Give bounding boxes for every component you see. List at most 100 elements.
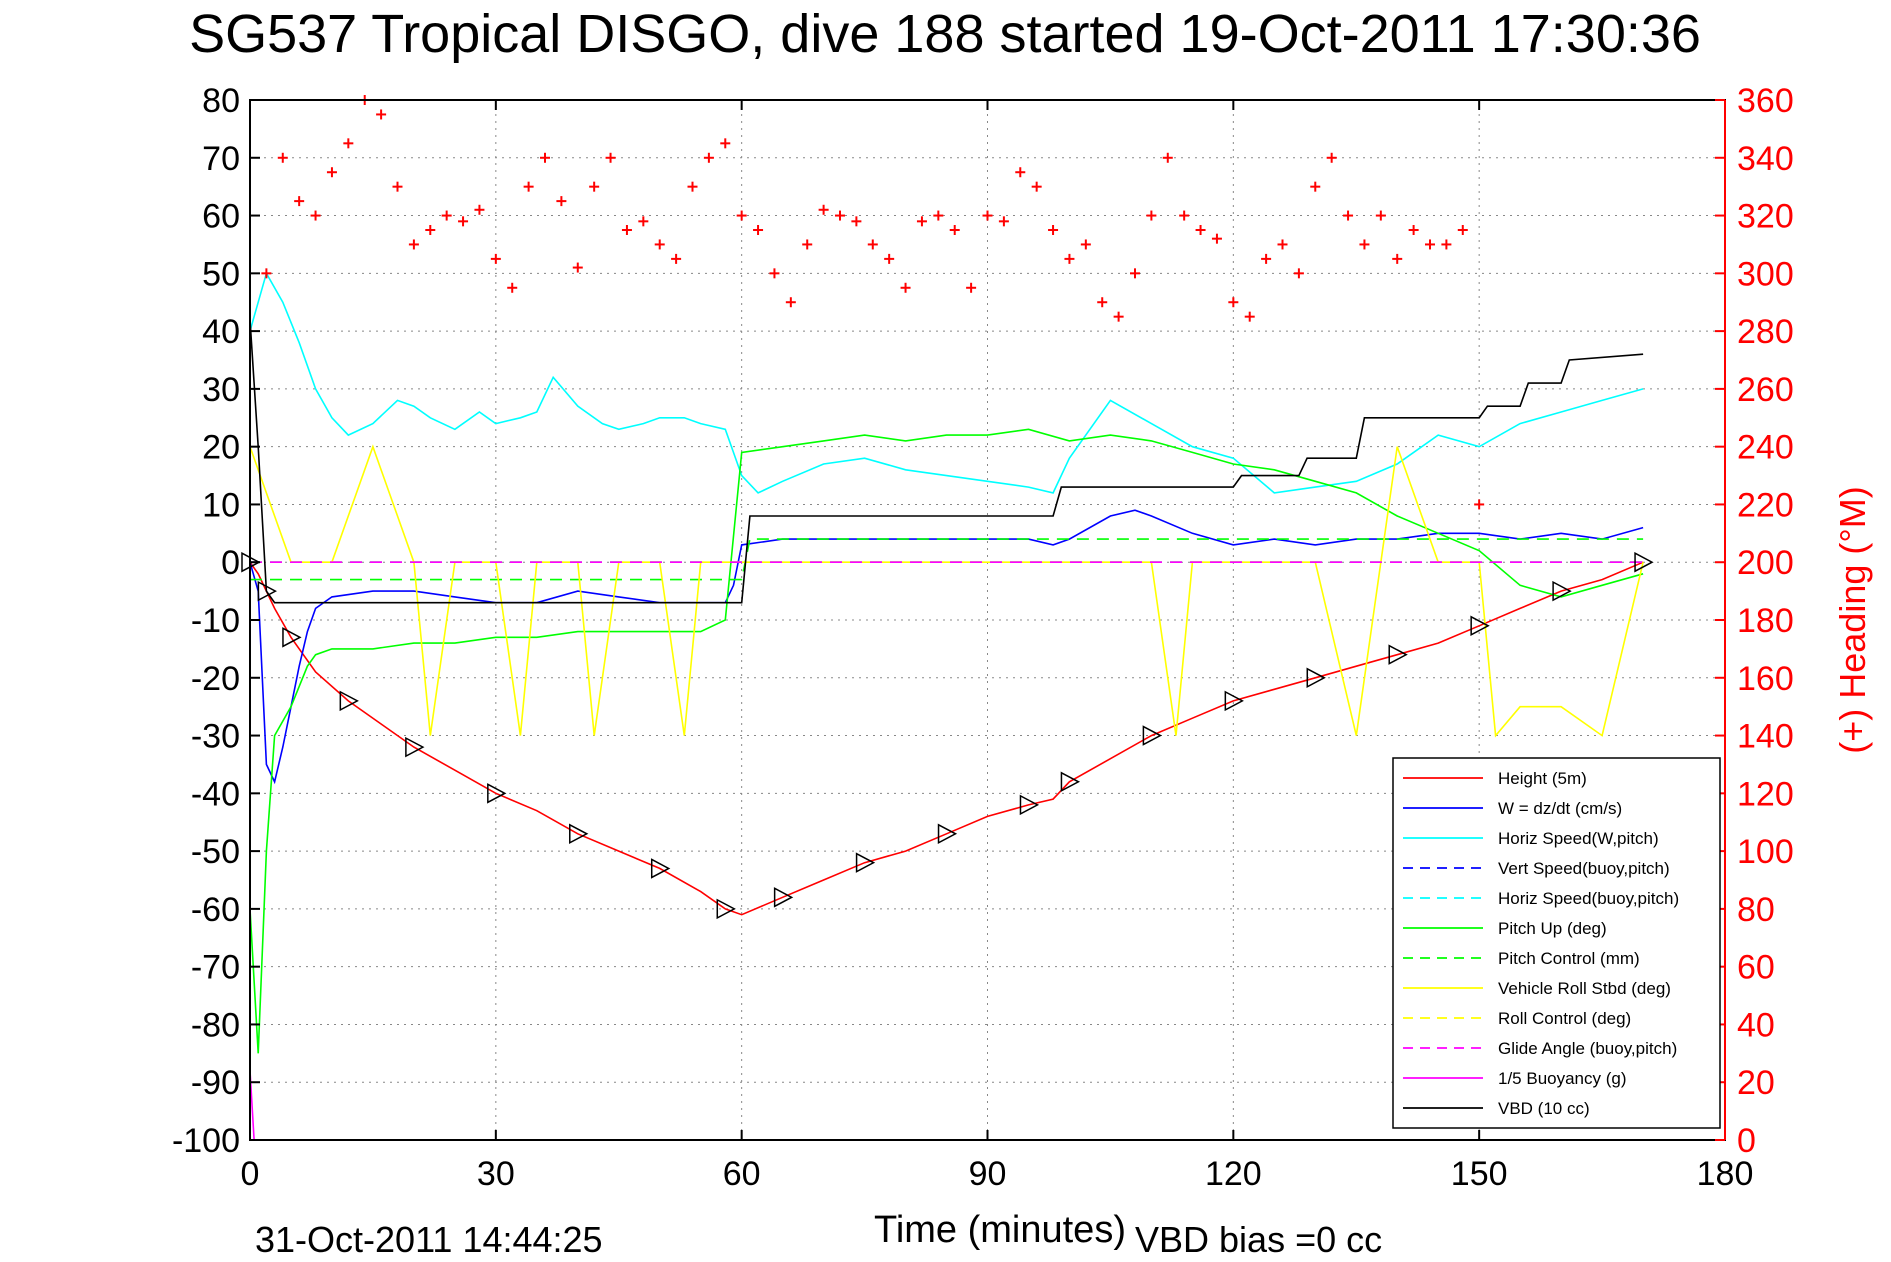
legend-label: VBD (10 cc) <box>1498 1099 1590 1118</box>
right-tick-label: 120 <box>1737 775 1794 813</box>
height-marker <box>569 823 589 845</box>
height-triangle-markers <box>241 551 1654 920</box>
heading-marker <box>1228 297 1239 308</box>
heading-marker <box>916 216 927 227</box>
height-marker <box>1388 644 1408 665</box>
right-tick-label: 260 <box>1737 371 1794 409</box>
heading-marker <box>605 152 616 163</box>
y-tick-label: -40 <box>191 775 240 813</box>
heading-marker <box>458 216 469 227</box>
y-tick-label: 50 <box>202 255 240 293</box>
heading-marker <box>949 225 960 235</box>
legend-label: Pitch Control (mm) <box>1498 949 1640 968</box>
heading-marker <box>1031 181 1042 192</box>
right-tick-label: 100 <box>1737 833 1794 871</box>
heading-marker <box>720 138 731 149</box>
heading-marker <box>572 262 583 273</box>
right-tick-label: 340 <box>1737 140 1794 178</box>
height-marker <box>937 823 958 845</box>
legend-label: Horiz Speed(buoy,pitch) <box>1498 889 1679 908</box>
legend-label: Horiz Speed(W,pitch) <box>1498 829 1659 848</box>
y-tick-label: 0 <box>221 544 240 582</box>
heading-marker <box>703 152 714 163</box>
right-tick-label: 20 <box>1737 1064 1775 1102</box>
right-tick-label: 300 <box>1737 255 1794 293</box>
height-marker <box>339 690 359 712</box>
heading-marker <box>1441 239 1452 250</box>
series-line-11 <box>249 319 1644 604</box>
height-marker <box>1142 725 1162 746</box>
heading-marker <box>687 181 698 192</box>
right-tick-label: 320 <box>1737 198 1794 236</box>
legend-label: Vehicle Roll Stbd (deg) <box>1498 979 1671 998</box>
height-marker <box>1634 551 1654 573</box>
right-tick-label: 80 <box>1737 891 1775 929</box>
y-tick-label: 70 <box>202 140 240 178</box>
heading-marker <box>1162 152 1173 163</box>
heading-marker <box>966 282 977 293</box>
height-marker <box>716 898 736 920</box>
series-line-1 <box>249 509 1644 785</box>
x-tick-label: 60 <box>723 1155 761 1193</box>
legend-label: Height (5m) <box>1498 769 1587 788</box>
heading-marker <box>392 181 403 192</box>
heading-marker <box>441 210 452 221</box>
height-marker <box>1060 771 1081 793</box>
legend: Height (5m) W = dz/dt (cm/s) Horiz Speed(W… <box>1392 757 1721 1129</box>
right-tick-label: 220 <box>1737 486 1794 524</box>
series-line-0 <box>249 561 1644 916</box>
y-tick-label: -100 <box>172 1122 240 1160</box>
series-line-5 <box>249 428 1644 1054</box>
height-marker <box>773 887 794 908</box>
height-marker <box>650 858 671 879</box>
footer-vbd-bias: VBD bias =0 cc <box>1135 1219 1382 1260</box>
series-line-2 <box>249 271 1644 494</box>
heading-marker <box>425 225 436 235</box>
footer-timestamp: 31-Oct-2011 14:44:25 <box>255 1219 603 1260</box>
right-tick-label: 0 <box>1737 1122 1756 1160</box>
heading-marker <box>408 239 419 250</box>
heading-marker <box>933 210 944 221</box>
heading-marker <box>1015 167 1026 178</box>
right-axis-label: (+) Heading (°M) <box>1832 486 1873 753</box>
axes: 0 30 60 90 120 150 180-100-90-80-70-60-50-40-3… <box>172 82 1794 1193</box>
heading-marker <box>621 225 632 235</box>
heading-marker <box>294 196 305 207</box>
heading-marker <box>1359 239 1370 250</box>
heading-marker <box>326 167 337 178</box>
heading-marker <box>1097 297 1108 308</box>
heading-marker <box>343 138 354 149</box>
heading-marker <box>818 204 829 215</box>
heading-marker <box>1310 181 1321 192</box>
height-marker <box>282 627 302 648</box>
x-tick-label: 150 <box>1451 1155 1508 1193</box>
y-tick-label: -60 <box>191 891 240 929</box>
heading-marker <box>884 253 895 264</box>
series-lines <box>249 95 1644 1141</box>
heading-marker <box>736 210 747 221</box>
heading-marker <box>1474 499 1485 510</box>
height-marker <box>1224 690 1244 712</box>
right-tick-label: 180 <box>1737 602 1794 640</box>
right-tick-label: 160 <box>1737 660 1794 698</box>
heading-marker <box>638 216 649 227</box>
legend-label: W = dz/dt (cm/s) <box>1498 799 1622 818</box>
heading-marker <box>1195 225 1206 235</box>
heading-marker <box>589 181 600 192</box>
legend-label: Pitch Up (deg) <box>1498 919 1607 938</box>
heading-marker <box>1048 225 1059 235</box>
y-tick-label: -80 <box>191 1006 240 1044</box>
y-tick-label: 60 <box>202 198 240 236</box>
y-tick-label: -50 <box>191 833 240 871</box>
heading-marker <box>474 204 485 215</box>
heading-marker <box>376 109 387 120</box>
heading-marker <box>1326 152 1337 163</box>
height-marker <box>1552 580 1572 602</box>
heading-marker <box>1261 253 1272 264</box>
heading-marker <box>769 268 780 279</box>
heading-marker <box>867 239 878 250</box>
heading-marker <box>998 216 1009 227</box>
y-tick-label: 10 <box>202 486 240 524</box>
series-line-6 <box>250 538 1644 581</box>
right-tick-label: 240 <box>1737 429 1794 467</box>
